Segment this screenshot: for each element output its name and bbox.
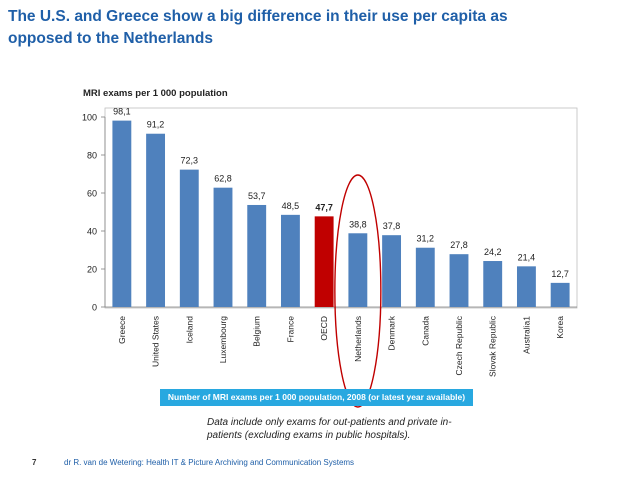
- bar: [179, 169, 199, 307]
- category-label: Czech Republic: [454, 315, 464, 375]
- value-label: 48,5: [282, 201, 300, 211]
- category-label: Luxembourg: [218, 316, 228, 364]
- bar: [382, 235, 402, 307]
- category-label-series: Greece United States Iceland Luxembourg Belg…: [117, 315, 565, 377]
- y-tick-label: 40: [87, 227, 97, 237]
- y-tick-label: 100: [82, 113, 97, 123]
- highlight-circle: [334, 174, 382, 408]
- value-label: 37,8: [383, 221, 401, 231]
- bar: [280, 214, 300, 307]
- slide-title-line-2: opposed to the Netherlands: [8, 30, 213, 47]
- value-label: 62,8: [214, 174, 232, 184]
- page-number: 7: [32, 458, 37, 467]
- bar: [247, 204, 267, 307]
- bar: [483, 261, 503, 307]
- y-tick-label: 0: [92, 303, 97, 313]
- bar: [213, 187, 233, 307]
- bar: [314, 216, 334, 307]
- value-label-series: 98,1 91,2 72,3 62,8 53,7 48,5 47,7 38,8 37,8 31,2…: [113, 107, 569, 279]
- y-tick-label: 20: [87, 265, 97, 275]
- category-label: Iceland: [184, 316, 194, 344]
- value-label: 31,2: [417, 234, 435, 244]
- bar: [449, 254, 469, 307]
- footer-text: dr R. van de Wetering: Health IT & Pictu…: [64, 458, 355, 467]
- value-label: 12,7: [551, 269, 569, 279]
- chart-plot-frame: [104, 107, 578, 309]
- value-label: 53,7: [248, 191, 266, 201]
- category-label: OECD: [319, 316, 329, 341]
- category-label: Canada: [420, 316, 430, 346]
- y-tick-label: 60: [87, 189, 97, 199]
- data-note-line-1: Data include only exams for out-patients…: [207, 417, 452, 428]
- y-axis-ticks: 0 20 40 60 80 100: [82, 113, 105, 313]
- category-label: Korea: [555, 316, 565, 339]
- category-label: Australia1: [521, 316, 531, 354]
- value-label: 21,4: [518, 252, 536, 262]
- category-label: Netherlands: [353, 316, 363, 362]
- chart-title: MRI exams per 1 000 population: [83, 88, 228, 99]
- y-tick-label: 80: [87, 151, 97, 161]
- bar: [112, 120, 132, 307]
- data-note-line-2: patients (excluding exams in public hosp…: [207, 430, 411, 441]
- category-label: France: [285, 316, 295, 343]
- category-label: Belgium: [252, 316, 262, 347]
- value-label: 47,7: [315, 202, 333, 212]
- value-label: 98,1: [113, 107, 131, 117]
- slide-title: The U.S. and Greece show a big differenc…: [8, 6, 608, 50]
- value-label: 72,3: [181, 156, 199, 166]
- category-label: United States: [151, 316, 161, 367]
- bar: [348, 233, 368, 307]
- category-label: Greece: [117, 316, 127, 344]
- data-note: Data include only exams for out-patients…: [207, 416, 467, 442]
- value-label: 24,2: [484, 247, 502, 257]
- bar: [146, 133, 166, 307]
- value-label: 91,2: [147, 120, 165, 130]
- value-label: 38,8: [349, 219, 367, 229]
- value-label: 27,8: [450, 240, 468, 250]
- category-label: Denmark: [387, 315, 397, 350]
- bar-series: [112, 120, 570, 307]
- slide-title-line-1: The U.S. and Greece show a big differenc…: [8, 8, 508, 25]
- bar: [415, 247, 435, 307]
- legend-box: Number of MRI exams per 1 000 population…: [160, 389, 473, 406]
- category-label: Slovak Republic: [488, 315, 498, 377]
- bar: [516, 266, 536, 307]
- bar: [550, 282, 570, 307]
